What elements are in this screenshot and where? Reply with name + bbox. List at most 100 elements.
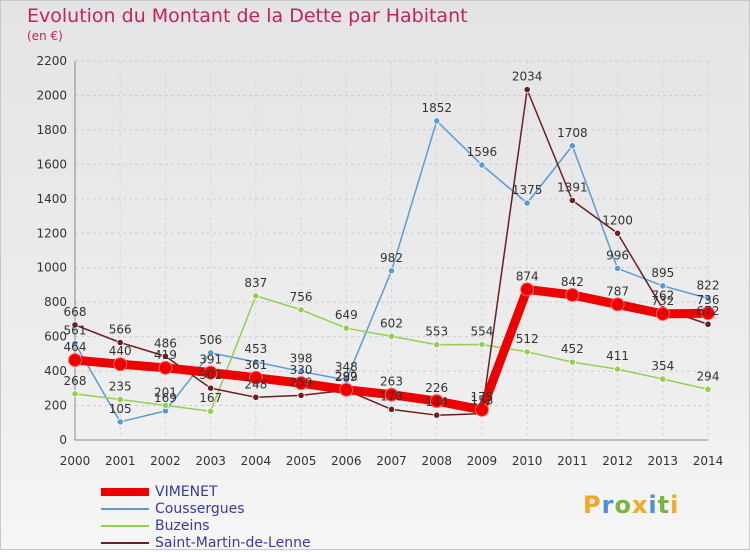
data-label-buzeins: 554 xyxy=(470,325,493,339)
data-label-coussergues: 1375 xyxy=(512,183,543,197)
x-tick-label: 2014 xyxy=(693,454,724,468)
data-point-buzeins xyxy=(71,390,79,398)
data-label-vimenet: 330 xyxy=(290,363,313,377)
data-label-vimenet: 874 xyxy=(516,269,539,283)
data-point-saint-martin-de-lenne xyxy=(116,338,124,347)
data-point-buzeins xyxy=(387,332,396,340)
y-tick-label: 0 xyxy=(59,433,67,447)
data-point-coussergues xyxy=(568,142,576,150)
data-label-coussergues: 506 xyxy=(199,333,222,347)
y-tick-label: 2200 xyxy=(36,54,67,68)
data-point-buzeins xyxy=(568,358,576,366)
data-point-saint-martin-de-lenne xyxy=(433,411,441,419)
legend-item-coussergues: Coussergues xyxy=(101,501,361,518)
legend-swatch-saint-martin-de-lenne xyxy=(101,542,149,544)
data-label-vimenet: 736 xyxy=(697,293,720,307)
data-label-saint-martin-de-lenne: 762 xyxy=(651,289,674,303)
data-label-buzeins: 649 xyxy=(335,308,358,322)
data-label-coussergues: 169 xyxy=(154,391,177,405)
data-label-buzeins: 167 xyxy=(199,391,222,405)
data-label-buzeins: 411 xyxy=(606,349,629,363)
data-label-vimenet: 842 xyxy=(561,275,584,289)
data-point-coussergues xyxy=(659,282,667,290)
logo-letter: o xyxy=(614,491,632,519)
x-tick-label: 2000 xyxy=(60,454,91,468)
data-point-saint-martin-de-lenne xyxy=(523,85,531,94)
x-tick-label: 2004 xyxy=(241,454,272,468)
data-point-vimenet xyxy=(68,353,82,368)
data-label-saint-martin-de-lenne: 566 xyxy=(109,322,132,336)
data-point-vimenet xyxy=(429,394,444,409)
data-point-vimenet xyxy=(158,360,173,375)
chart-subtitle: (en €) xyxy=(27,29,63,43)
logo-letter: x xyxy=(631,491,649,519)
data-label-saint-martin-de-lenne: 289 xyxy=(335,370,358,384)
y-tick-label: 1600 xyxy=(36,157,67,171)
data-label-vimenet: 391 xyxy=(199,353,222,367)
y-tick-label: 400 xyxy=(44,364,67,378)
data-label-buzeins: 201 xyxy=(154,385,177,399)
data-point-coussergues xyxy=(207,349,215,357)
data-label-buzeins: 756 xyxy=(290,290,313,304)
x-tick-label: 2013 xyxy=(648,454,679,468)
data-label-saint-martin-de-lenne: 178 xyxy=(380,389,403,403)
data-point-coussergues xyxy=(704,294,712,302)
legend-item-buzeins: Buzeins xyxy=(101,518,361,535)
data-point-vimenet xyxy=(384,387,399,402)
data-label-saint-martin-de-lenne: 2034 xyxy=(512,70,543,84)
data-label-saint-martin-de-lenne: 668 xyxy=(64,305,87,319)
data-label-coussergues: 982 xyxy=(380,251,403,265)
data-label-coussergues: 895 xyxy=(651,266,674,280)
x-tick-label: 2009 xyxy=(467,454,498,468)
logo-letter: i xyxy=(670,491,680,519)
data-point-coussergues xyxy=(523,199,531,207)
data-label-vimenet: 732 xyxy=(651,294,674,308)
data-label-coussergues: 1852 xyxy=(421,101,452,115)
data-label-saint-martin-de-lenne: 486 xyxy=(154,336,177,350)
x-tick-label: 2001 xyxy=(105,454,136,468)
y-tick-label: 1200 xyxy=(36,226,67,240)
data-point-buzeins xyxy=(297,306,305,314)
logo-letter: t xyxy=(657,491,671,519)
data-point-coussergues xyxy=(478,161,486,169)
data-label-vimenet: 787 xyxy=(606,284,629,298)
x-tick-label: 2011 xyxy=(557,454,588,468)
data-point-saint-martin-de-lenne xyxy=(71,321,79,329)
data-point-saint-martin-de-lenne xyxy=(613,229,622,237)
legend: VIMENET Coussergues Buzeins Saint-Martin… xyxy=(101,484,361,552)
data-point-saint-martin-de-lenne xyxy=(568,196,576,204)
data-point-vimenet xyxy=(701,306,715,321)
data-point-vimenet xyxy=(610,297,625,312)
y-tick-label: 600 xyxy=(44,330,67,344)
data-label-vimenet: 292 xyxy=(335,370,358,384)
data-label-saint-martin-de-lenne: 1200 xyxy=(602,213,633,227)
legend-item-saint-martin-de-lenne: Saint-Martin-de-Lenne xyxy=(101,535,361,552)
legend-label-vimenet: VIMENET xyxy=(155,484,218,500)
data-point-vimenet xyxy=(339,382,354,397)
data-point-coussergues xyxy=(613,264,622,273)
logo-letter: P xyxy=(583,491,602,519)
x-tick-label: 2005 xyxy=(286,454,317,468)
logo-letter: r xyxy=(601,491,615,519)
data-label-saint-martin-de-lenne: 248 xyxy=(244,377,267,391)
data-point-vimenet xyxy=(655,306,670,321)
data-point-buzeins xyxy=(478,340,486,349)
data-point-saint-martin-de-lenne xyxy=(704,320,712,328)
data-label-saint-martin-de-lenne: 301 xyxy=(199,368,222,382)
data-label-buzeins: 294 xyxy=(697,369,720,383)
data-point-coussergues xyxy=(297,367,305,376)
legend-label-buzeins: Buzeins xyxy=(155,518,210,534)
data-label-vimenet: 464 xyxy=(64,340,87,354)
data-label-coussergues: 398 xyxy=(290,351,313,365)
data-label-coussergues: 105 xyxy=(109,402,132,416)
x-tick-label: 2008 xyxy=(421,454,452,468)
data-label-vimenet: 226 xyxy=(425,381,448,395)
data-point-vimenet xyxy=(294,376,309,391)
y-tick-label: 800 xyxy=(44,295,67,309)
data-point-buzeins xyxy=(252,292,260,300)
legend-swatch-vimenet xyxy=(101,488,149,496)
data-label-buzeins: 452 xyxy=(561,342,584,356)
data-point-vimenet xyxy=(203,365,218,380)
